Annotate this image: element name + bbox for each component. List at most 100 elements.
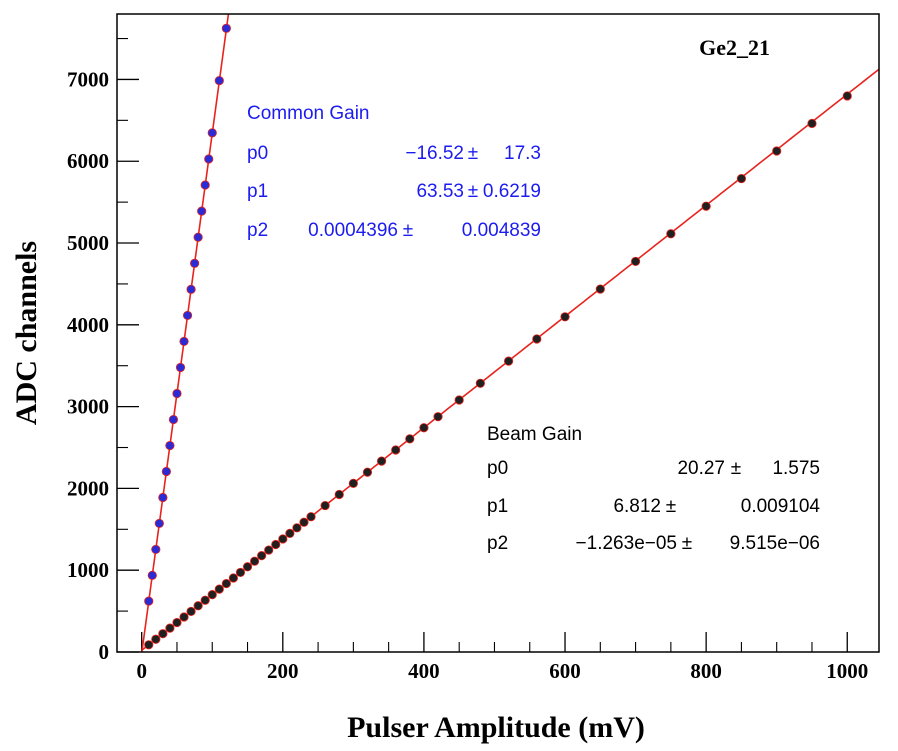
common-p2-pm: ± [403,220,413,241]
common-p2-name: p2 [247,220,268,241]
common-gain-point [172,388,182,399]
y-axis-label: ADC channels [10,241,43,425]
beam-gain-point [454,395,464,405]
x-tick-label: 600 [549,659,581,683]
beam-gain-point [376,456,387,466]
beam-p1-value: 6.812 [613,496,661,517]
beam-gain-point [306,512,316,522]
beam-gain-point [249,556,260,566]
beam-p2-pm: ± [682,533,692,554]
beam-gain-point [475,378,485,388]
fit-lines [141,14,879,652]
beam-p1-error: 0.009104 [741,496,821,517]
common-gain-point [151,544,161,555]
y-tick-label: 3000 [67,395,109,419]
beam-gain-point [334,489,344,500]
beam-gain-point [242,562,253,572]
y-tick-label: 5000 [67,231,109,255]
common-gain-point [204,154,214,164]
beam-gain-point [214,584,224,594]
common-gain-point [165,440,175,451]
common-gain-point [158,492,168,503]
x-tick-label: 800 [690,659,722,683]
common-gain-title: Common Gain [247,103,370,124]
common-gain-point [221,23,231,33]
beam-p0-error: 1.575 [772,458,820,479]
beam-p2-error: 9.515e−06 [730,533,820,554]
plot-frame [116,13,880,653]
common-p0-value: −16.52 [405,143,464,164]
beam-gain-point [348,478,358,488]
beam-gain-point [630,256,641,267]
x-tick-label: 1000 [826,659,868,683]
y-tick-label: 4000 [67,313,109,337]
common-gain-point [179,336,189,347]
beam-gain-point [158,629,168,639]
beam-gain-point [207,590,217,600]
beam-gain-point [362,467,373,477]
beam-gain-point [391,445,401,455]
beam-gain-point [235,567,246,578]
chart-title: Ge2_21 [699,35,770,60]
beam-gain-point [666,229,676,239]
beam-gain-point [221,578,231,589]
beam-gain-point [842,91,852,101]
common-gain-stats: Common Gain p0 −16.52 ± 17.3 p1 63.53 ± … [247,103,541,241]
axis-ticks: 0 200 400 600 800 1000 0 1000 2000 3000 4000 5000 60… [67,37,868,683]
beam-gain-point [228,573,239,583]
beam-gain-point [257,551,267,561]
beam-gain-point [560,312,570,322]
y-tick-label: 2000 [67,476,109,500]
common-gain-point [190,258,200,268]
x-axis-label: Pulser Amplitude (mV) [347,711,645,744]
beam-gain-point [503,356,514,366]
beam-gain-point [419,423,429,433]
beam-p1-name: p1 [487,496,508,517]
beam-gain-point [151,634,161,644]
beam-gain-point [285,528,295,538]
x-tick-label: 0 [136,659,147,683]
beam-gain-point [772,146,782,156]
beam-gain-point [278,534,288,544]
common-p1-error: 0.6219 [483,181,541,202]
beam-gain-point [595,284,605,294]
beam-gain-point [299,517,309,527]
beam-gain-point [144,640,154,650]
common-gain-point [186,284,196,294]
beam-gain-point [200,595,210,605]
beam-gain-title: Beam Gain [487,424,582,445]
beam-p0-value: 20.27 [677,458,725,479]
x-tick-label: 400 [408,659,440,683]
y-tick-label: 6000 [67,149,109,173]
common-gain-point [147,570,157,580]
common-gain-point [193,232,203,242]
beam-gain-point [807,118,817,129]
beam-p0-pm: ± [731,458,741,479]
beam-gain-point [292,523,302,533]
x-tick-label: 200 [267,659,299,683]
beam-gain-point [264,545,274,555]
common-gain-point [200,180,210,190]
beam-gain-point [701,201,711,211]
beam-p2-name: p2 [487,533,508,554]
beam-p1-pm: ± [666,496,676,517]
common-p1-name: p1 [247,181,268,202]
beam-gain-stats: Beam Gain p0 20.27 ± 1.575 p1 6.812 ± 0.… [487,424,820,554]
common-gain-point [197,206,207,216]
common-p0-error: 17.3 [504,143,541,164]
beam-gain-point [320,500,330,511]
y-tick-label: 0 [99,640,110,664]
beam-gain-point [271,539,281,550]
common-p1-pm: ± [468,181,478,202]
beam-p0-name: p0 [487,458,508,479]
common-p0-pm: ± [468,143,478,164]
common-p1-value: 63.53 [416,181,464,202]
common-gain-point [207,128,217,138]
data-points [144,23,852,650]
y-tick-label: 7000 [67,67,109,91]
beam-gain-point [433,412,443,422]
common-gain-point [154,518,164,529]
y-tick-label: 1000 [67,558,109,582]
common-p2-error: 0.004839 [462,220,541,241]
